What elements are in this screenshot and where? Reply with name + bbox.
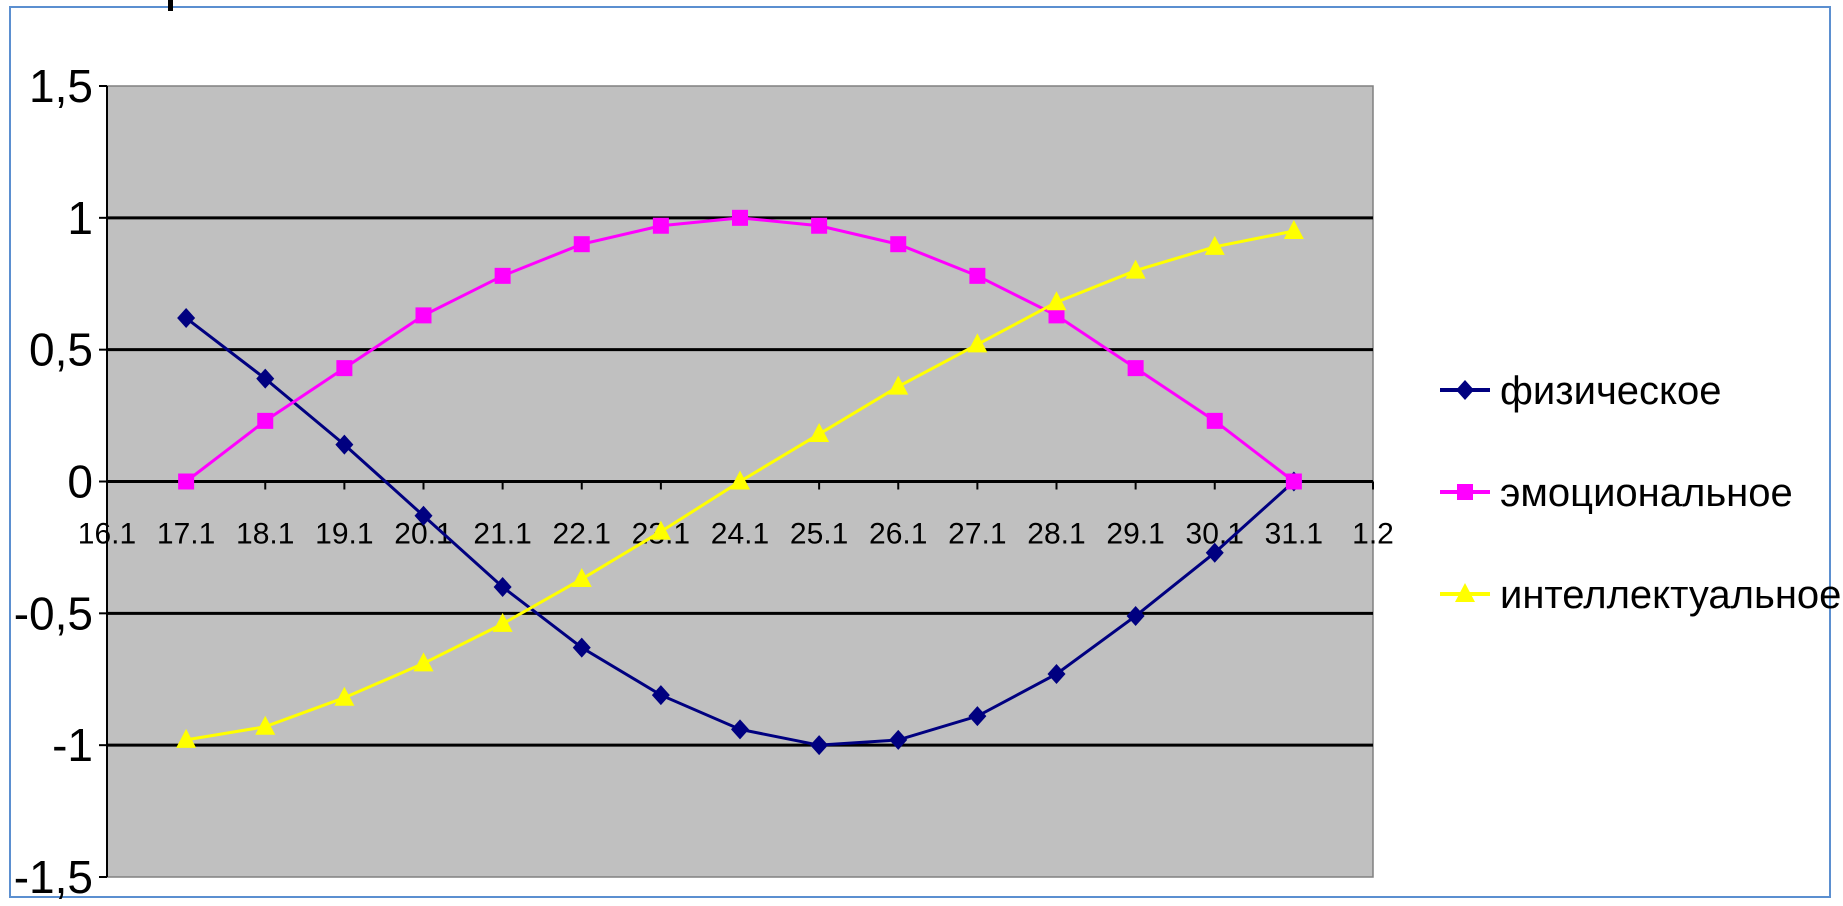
- data-point: [334, 686, 355, 706]
- x-tick-label: 18.1: [236, 518, 294, 551]
- top-edge-mark: [168, 0, 173, 11]
- data-point: [810, 735, 829, 756]
- legend-label: физическое: [1500, 369, 1721, 413]
- data-point: [571, 568, 592, 588]
- data-point: [1204, 235, 1225, 255]
- data-point: [1126, 605, 1145, 626]
- data-point: [890, 236, 907, 253]
- data-point: [732, 209, 748, 226]
- legend-label: эмоциональное: [1500, 471, 1793, 515]
- data-point: [652, 217, 669, 234]
- x-tick-label: 24.1: [711, 518, 769, 551]
- data-point: [256, 368, 275, 389]
- data-point: [968, 706, 987, 727]
- data-point: [888, 375, 909, 395]
- data-point: [257, 412, 274, 429]
- y-tick-label: 1,5: [29, 60, 93, 112]
- x-tick-label: 16.1: [78, 518, 136, 551]
- series-2: [178, 209, 1302, 490]
- data-point: [335, 434, 354, 455]
- data-point: [811, 217, 828, 234]
- data-point: [650, 520, 671, 540]
- x-tick-label: 29.1: [1106, 518, 1164, 551]
- x-tick-label: 1.2: [1352, 518, 1394, 551]
- y-tick-label: 1: [67, 192, 93, 244]
- x-tick-label: 17.1: [157, 518, 215, 551]
- x-tick-label: 19.1: [315, 518, 373, 551]
- x-tick-label: 21.1: [473, 518, 531, 551]
- y-tick-label: 0,5: [29, 324, 93, 376]
- data-point: [1455, 583, 1475, 602]
- data-point: [255, 715, 276, 735]
- data-point: [1127, 360, 1144, 377]
- data-point: [414, 505, 433, 526]
- data-point: [651, 685, 670, 706]
- data-point: [177, 308, 196, 329]
- data-point: [730, 470, 750, 490]
- data-point: [1048, 307, 1065, 324]
- data-point: [1047, 663, 1066, 684]
- data-point: [1125, 259, 1146, 279]
- data-point: [967, 333, 988, 353]
- data-point: [809, 423, 830, 443]
- legend-label: интеллектуальное: [1500, 573, 1841, 617]
- x-tick-label: 26.1: [869, 518, 927, 551]
- data-point: [413, 652, 434, 672]
- data-point: [1283, 220, 1304, 240]
- y-tick-label: -0,5: [14, 587, 93, 639]
- data-point: [1046, 291, 1067, 311]
- y-axis-ticks: 1,5 1 0,5 0 -0,5 -1 -1,5: [14, 60, 107, 903]
- series-3: [176, 220, 1304, 748]
- y-tick-label: -1: [52, 719, 93, 771]
- legend-item: эмоциональное: [1440, 471, 1793, 515]
- data-point: [176, 728, 197, 748]
- series-layer: [176, 209, 1304, 756]
- legend-item: интеллектуальное: [1440, 573, 1841, 617]
- y-tick-label: 0: [67, 456, 93, 508]
- data-point: [1205, 542, 1224, 563]
- x-tick-label: 22.1: [553, 518, 611, 551]
- data-point: [178, 473, 195, 490]
- data-point: [1457, 484, 1473, 500]
- x-tick-label: 28.1: [1027, 518, 1085, 551]
- data-point: [573, 236, 590, 253]
- x-tick-label: 27.1: [948, 518, 1006, 551]
- data-point: [415, 307, 432, 324]
- data-point: [889, 729, 908, 750]
- data-point: [1285, 473, 1302, 490]
- x-tick-label: 25.1: [790, 518, 848, 551]
- data-point: [1206, 412, 1223, 429]
- data-point: [493, 576, 512, 597]
- x-tick-label: 31.1: [1265, 518, 1323, 551]
- y-tick-label: -1,5: [14, 851, 93, 903]
- data-point: [492, 612, 513, 632]
- data-point: [336, 360, 353, 377]
- series-1: [177, 308, 1303, 756]
- data-point: [1456, 380, 1474, 400]
- data-point: [572, 637, 591, 658]
- data-point: [969, 267, 986, 284]
- legend-item: физическое: [1440, 369, 1721, 413]
- data-point: [731, 719, 749, 740]
- data-point: [494, 267, 511, 284]
- legend: физическое эмоциональное интеллектуальное: [1440, 369, 1841, 617]
- slide-frame: [9, 6, 1831, 898]
